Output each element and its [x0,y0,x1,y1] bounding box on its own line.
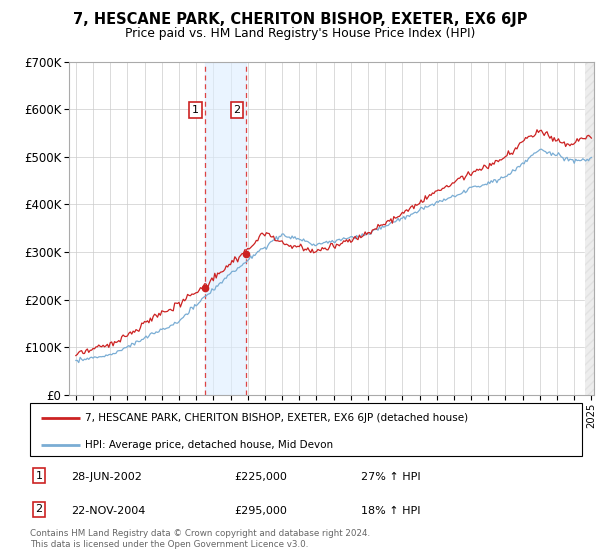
Text: £295,000: £295,000 [234,506,287,516]
Bar [205,62,247,395]
Text: 27% ↑ HPI: 27% ↑ HPI [361,472,421,482]
Text: 7, HESCANE PARK, CHERITON BISHOP, EXETER, EX6 6JP: 7, HESCANE PARK, CHERITON BISHOP, EXETER… [73,12,527,27]
Text: 2: 2 [233,105,241,115]
Text: £225,000: £225,000 [234,472,287,482]
Bar [584,62,594,395]
Text: Contains HM Land Registry data © Crown copyright and database right 2024.
This d: Contains HM Land Registry data © Crown c… [30,529,370,549]
Text: 2: 2 [35,504,43,514]
Bar [584,62,594,395]
Text: 18% ↑ HPI: 18% ↑ HPI [361,506,421,516]
Text: 1: 1 [35,471,43,481]
Text: 22-NOV-2004: 22-NOV-2004 [71,506,146,516]
Text: 28-JUN-2002: 28-JUN-2002 [71,472,142,482]
Text: Price paid vs. HM Land Registry's House Price Index (HPI): Price paid vs. HM Land Registry's House … [125,27,475,40]
Text: 7, HESCANE PARK, CHERITON BISHOP, EXETER, EX6 6JP (detached house): 7, HESCANE PARK, CHERITON BISHOP, EXETER… [85,413,469,423]
Text: HPI: Average price, detached house, Mid Devon: HPI: Average price, detached house, Mid … [85,440,334,450]
Text: 1: 1 [192,105,199,115]
